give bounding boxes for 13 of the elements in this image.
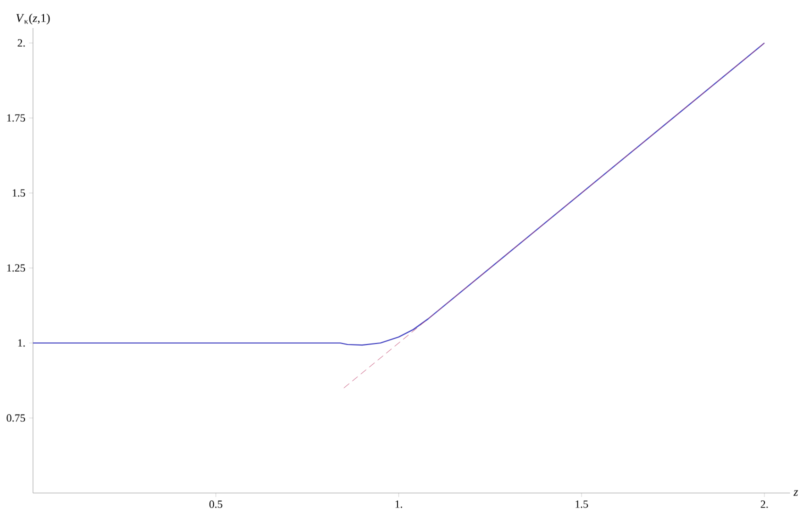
x-tick-label: 2. [760,500,768,508]
y-tick-label: 2. [18,39,25,47]
y-axis-title: V$_{κ}$(z,1) [16,14,50,24]
x-tick-label: 0.5 [209,500,222,508]
line-series [32,42,765,346]
x-axis-title: z [793,490,798,496]
y-tick-label: 1. [18,339,25,347]
y-tick-label: 1.25 [7,264,26,272]
x-tick-label: 1.5 [576,500,588,508]
x-tick-label: 1. [396,500,402,508]
y-tick-label: 0.75 [6,414,26,422]
y-tick-label: 1.75 [7,114,26,122]
y-tick-label: 1.5 [12,189,26,197]
